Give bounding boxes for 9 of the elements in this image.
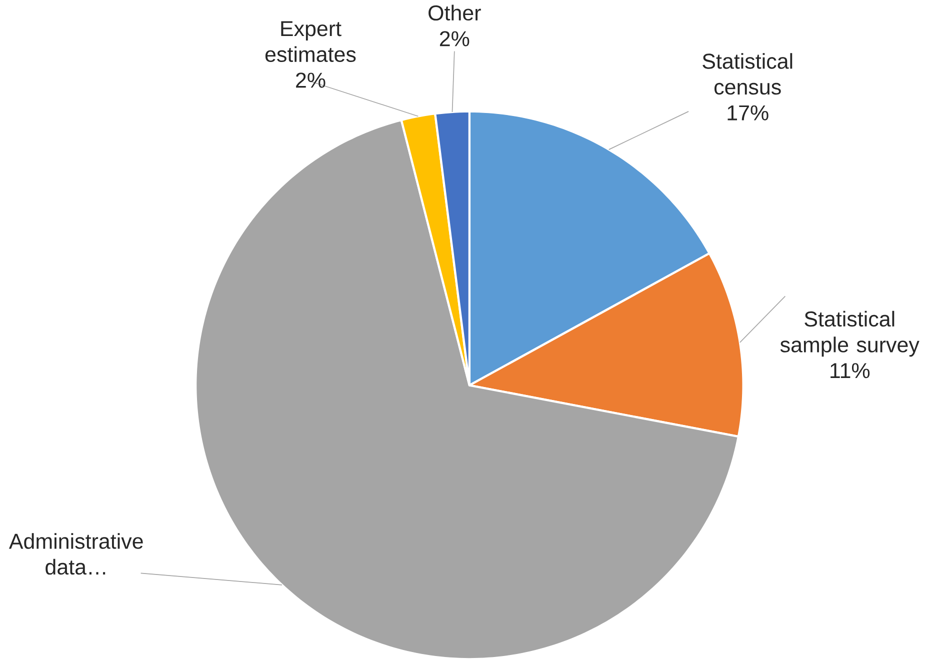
data-label: 17% bbox=[728, 105, 768, 120]
slice-label: Statistical sample survey bbox=[780, 310, 920, 357]
slice-label: Expert estimates bbox=[265, 21, 356, 62]
data-label: 11% bbox=[830, 362, 870, 378]
data-label: 2% bbox=[440, 31, 470, 46]
slice-label: Other bbox=[428, 4, 481, 20]
data-label: 2% bbox=[296, 72, 326, 88]
slice-label: Administrative data… bbox=[8, 533, 143, 575]
slice-label: Statistical census bbox=[702, 52, 792, 95]
